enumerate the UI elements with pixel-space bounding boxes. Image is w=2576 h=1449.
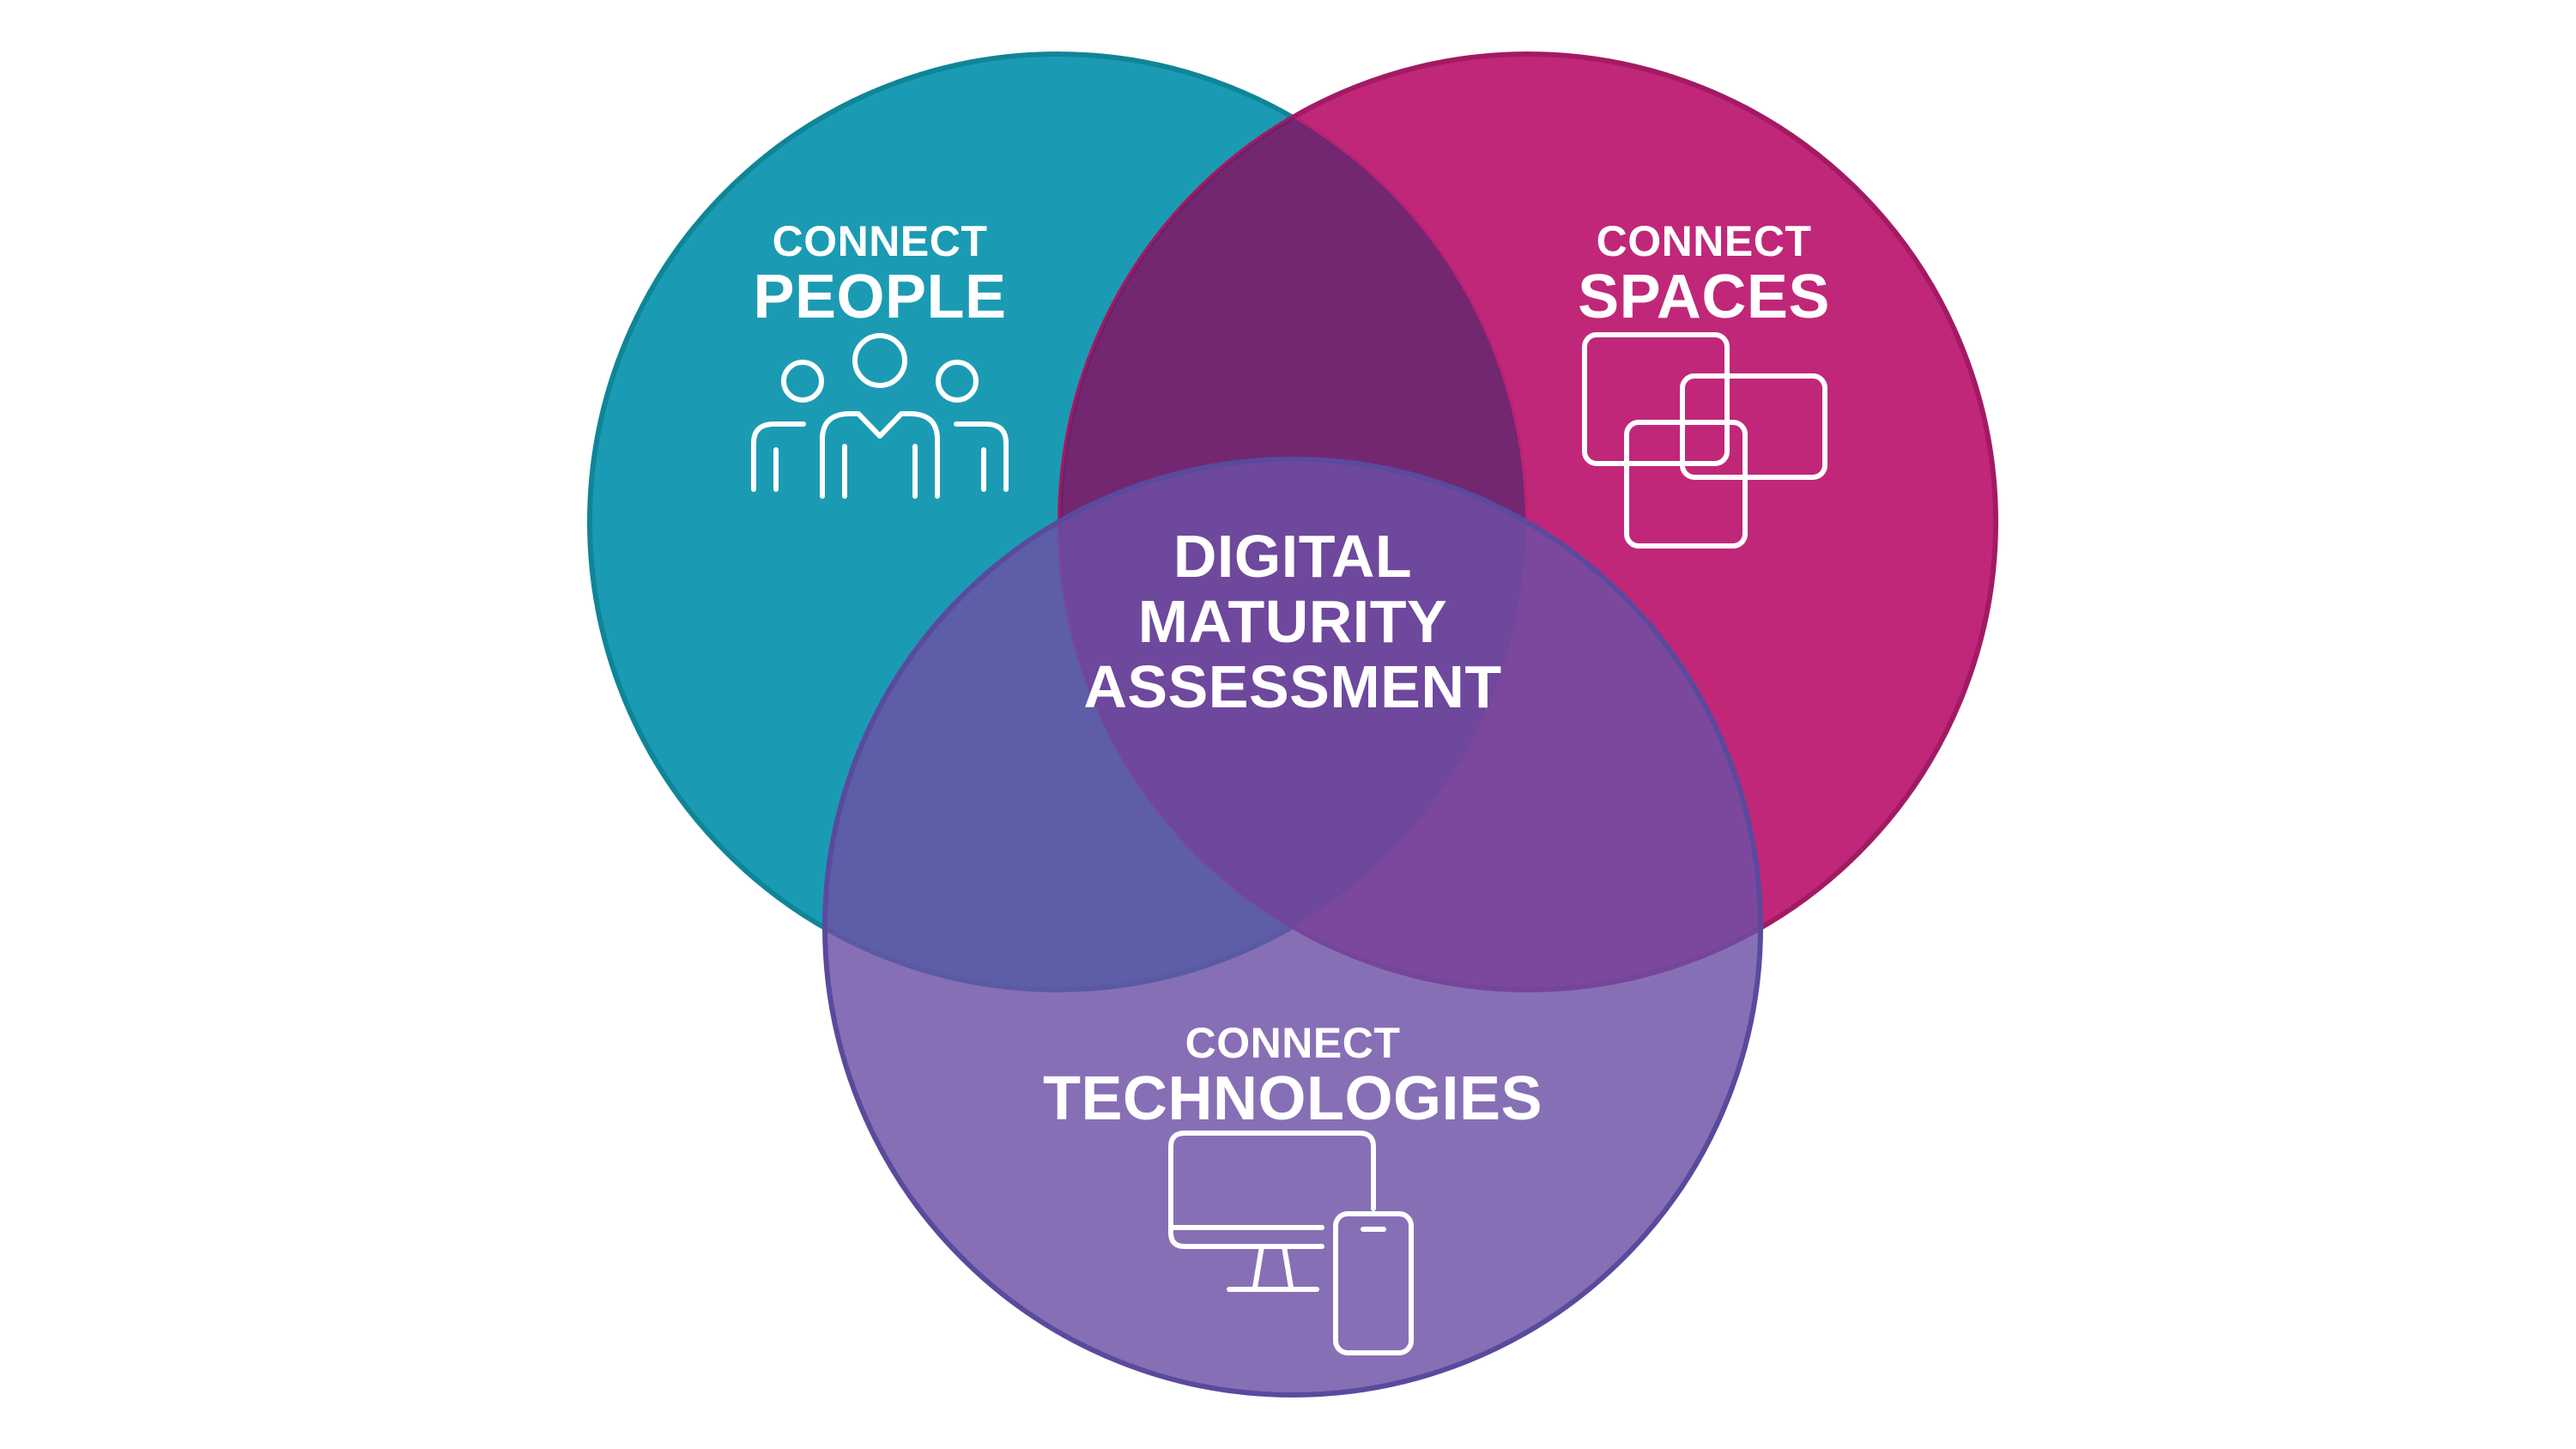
overlapping-squares-icon	[1582, 332, 1827, 549]
technologies-line2: TECHNOLOGIES	[1043, 1064, 1543, 1133]
center-line3: ASSESSMENT	[1083, 653, 1501, 720]
people-group-icon	[751, 333, 1009, 499]
people-line2: PEOPLE	[753, 263, 1006, 331]
spaces-line2: SPACES	[1578, 263, 1830, 331]
technologies-circle	[822, 457, 1763, 1397]
circle-layer	[587, 52, 1998, 1397]
technologies-section: CONNECT TECHNOLOGIES	[1043, 1019, 1543, 1355]
devices-icon	[1168, 1131, 1414, 1355]
people-section: CONNECT PEOPLE	[751, 217, 1009, 499]
center-line1: DIGITAL	[1173, 523, 1412, 590]
center-line2: MATURITY	[1138, 588, 1447, 655]
center-section: DIGITAL MATURITY ASSESSMENT	[1083, 523, 1501, 720]
spaces-section: CONNECT SPACES	[1578, 217, 1830, 549]
spaces-line1: CONNECT	[1597, 217, 1812, 265]
people-line1: CONNECT	[773, 217, 988, 265]
technologies-line1: CONNECT	[1185, 1019, 1401, 1067]
